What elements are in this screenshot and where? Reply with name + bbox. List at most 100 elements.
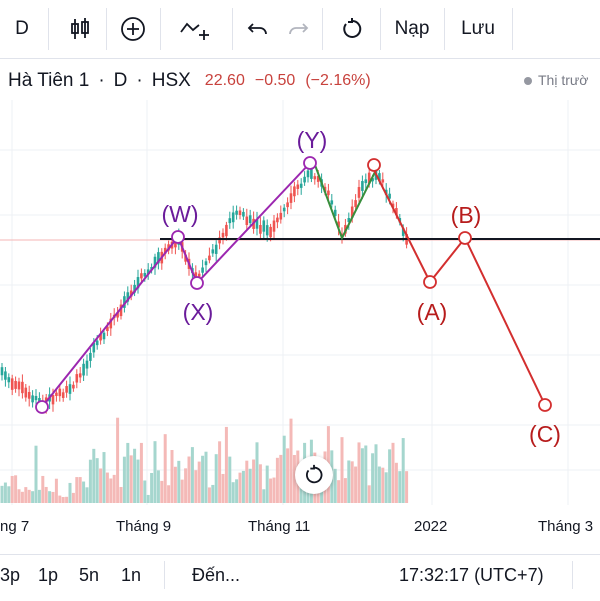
add-indicator-button[interactable] (110, 0, 156, 58)
candle (279, 212, 283, 220)
pivot-y[interactable] (303, 156, 317, 170)
candle (27, 391, 31, 399)
candle (357, 187, 361, 198)
candle (99, 333, 102, 341)
pivot-c[interactable] (538, 398, 552, 412)
volume-bar (31, 491, 35, 503)
compare-button[interactable] (170, 0, 220, 58)
separator-dot: · (136, 70, 143, 91)
volume-bar (61, 496, 65, 503)
x-tick-label: ng 7 (0, 518, 30, 535)
volume-bar (7, 486, 11, 503)
load-button[interactable]: Nạp (384, 0, 440, 58)
last-price: 22.60 (204, 72, 245, 89)
candle (163, 247, 167, 254)
candle (21, 381, 24, 394)
candle (225, 224, 228, 237)
chart-type-button[interactable] (56, 0, 104, 58)
save-label: Lưu (461, 18, 495, 39)
volume-bar (160, 480, 164, 503)
candle (242, 211, 245, 217)
wave-label-c: (C) (529, 421, 561, 447)
wave-label-x: (X) (183, 299, 214, 325)
volume-bar (371, 453, 375, 503)
bottom-toolbar: 3p 1p 5n 1n Đến... 17:32:17 (UTC+7) (0, 554, 600, 601)
volume-bar (82, 481, 86, 503)
volume-bar (48, 491, 52, 503)
pivot-red-start[interactable] (367, 158, 381, 172)
volume-bar (150, 472, 154, 503)
wave-label-a: (A) (417, 299, 448, 325)
candle (327, 190, 330, 196)
candle (265, 225, 269, 236)
pivot-x[interactable] (190, 276, 204, 290)
volume-bar (201, 455, 205, 503)
candle (204, 261, 208, 266)
volume-bar (136, 459, 140, 503)
interval-button[interactable]: D (0, 0, 44, 58)
volume-bar (3, 482, 7, 503)
candle (75, 374, 79, 383)
volume-bar (388, 449, 392, 503)
save-button[interactable]: Lưu (448, 0, 508, 58)
volume-bar (343, 478, 347, 503)
candle (367, 172, 371, 184)
volume-bar (214, 454, 218, 503)
volume-bar (401, 438, 405, 503)
range-5n-button[interactable]: 5n (79, 555, 99, 595)
separator-dot: · (98, 70, 105, 91)
range-3p-button[interactable]: 3p (0, 555, 20, 595)
redo-icon (289, 23, 309, 35)
pivot-b[interactable] (458, 231, 472, 245)
candle (85, 360, 89, 369)
volume-bar (194, 470, 198, 503)
pivot-a[interactable] (423, 275, 437, 289)
go-to-realtime-button[interactable] (295, 456, 333, 494)
top-toolbar: D Nạp Lưu (0, 0, 600, 59)
candle (95, 340, 99, 346)
pivot-w[interactable] (171, 230, 185, 244)
volume-bar (153, 441, 157, 503)
candle (129, 290, 133, 297)
candle (34, 395, 38, 401)
reload-button[interactable] (330, 0, 374, 58)
volume-bar (252, 459, 256, 503)
clock-label: 17:32:17 (UTC+7) (399, 564, 544, 585)
volume-bars (0, 417, 409, 503)
volume-bar (292, 455, 296, 503)
candle (65, 386, 68, 393)
timezone-clock[interactable]: 17:32:17 (UTC+7) (399, 555, 544, 595)
candle (17, 381, 21, 390)
volume-bar (44, 486, 48, 503)
wave-red-line[interactable] (371, 165, 546, 406)
volume-bar (78, 477, 82, 503)
volume-bar (354, 466, 358, 503)
volume-bar (71, 492, 75, 503)
volume-bar (10, 475, 14, 503)
go-to-date-button[interactable]: Đến... (192, 555, 240, 595)
redo-button[interactable] (280, 0, 316, 58)
volume-bar (391, 442, 395, 503)
volume-bar (381, 467, 385, 503)
symbol-name[interactable]: Hà Tiên 1 (8, 70, 90, 91)
candle (289, 193, 293, 203)
candle (238, 210, 242, 215)
candle (303, 176, 306, 183)
wave-green-line[interactable] (314, 164, 379, 241)
volume-bar (337, 480, 341, 503)
pivot-start[interactable] (35, 400, 49, 414)
go-to-label: Đến... (192, 564, 241, 585)
x-tick-label: Tháng 3 (538, 518, 594, 535)
x-tick-label: 2022 (414, 518, 448, 535)
range-1n-button[interactable]: 1n (121, 555, 141, 595)
volume-bar (377, 466, 381, 503)
volume-bar (218, 441, 222, 503)
market-status-dot-icon (524, 77, 532, 86)
range-1p-button[interactable]: 1p (38, 555, 58, 595)
wave-purple-line[interactable] (41, 162, 311, 408)
undo-button[interactable] (240, 0, 276, 58)
volume-bar (68, 482, 72, 503)
candle (381, 179, 385, 183)
volume-bar (51, 491, 55, 503)
